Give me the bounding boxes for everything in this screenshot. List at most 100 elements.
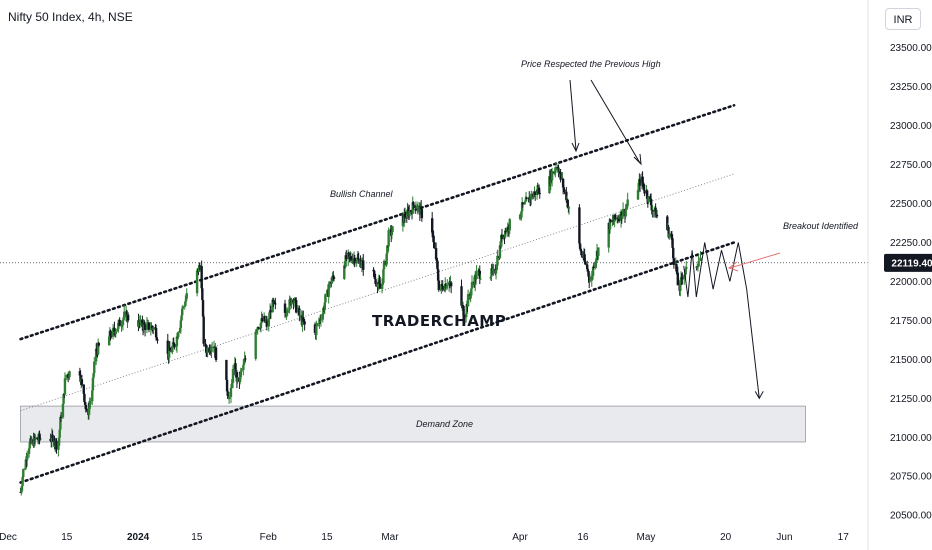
candle-body [38,433,41,439]
candle-body [118,319,121,326]
candle-body [672,247,675,259]
candle-body [436,269,440,281]
candle-body [208,347,211,353]
candle-body [68,371,71,378]
candle-body [235,372,239,382]
candle-body [255,329,259,331]
candle-body [154,328,158,338]
candle-body [87,407,91,415]
candle-body [650,205,653,211]
candle-body [654,207,657,218]
time-tick-label: May [636,532,655,543]
candle-body [642,182,645,186]
candle-body [184,301,187,306]
candle-body [242,364,245,371]
candle-body [269,310,272,313]
candle-body [116,328,119,332]
candle-body [142,322,145,330]
candle-body [431,218,434,233]
candle-body [19,491,22,493]
candle-body [609,219,612,223]
candle-body [53,445,57,447]
candle-body [145,323,149,330]
candle-body [625,207,628,210]
candle-body [149,328,153,330]
candle-body [83,393,86,403]
candle-body [185,293,188,299]
candle-body [697,261,700,267]
projection-group [683,242,764,400]
candle-body [139,319,142,324]
candle-body [403,213,407,218]
candle-body [475,271,478,279]
candle-body [410,211,413,213]
last-price-tag [884,253,932,272]
candle-body [288,299,291,310]
candle-body [624,209,627,217]
candle-body [180,308,184,316]
demand-zone-group [20,405,806,443]
candle-body [470,288,473,296]
candle-body [273,301,276,304]
candle-body [419,206,423,210]
candle-body [554,170,557,172]
candle-body [355,261,358,264]
candle-body [179,320,183,329]
candle-body [302,317,305,322]
candle-body [53,437,56,447]
candle-body [405,217,408,219]
candle-body [614,214,617,219]
candle-body [79,375,82,382]
candle-body [155,337,158,340]
candle-body [548,176,551,194]
candle-body [113,327,116,332]
candle-body [477,270,481,272]
candle-body [58,429,61,438]
time-axis[interactable]: Dec 15 2024 15 Feb 15 Mar Apr 16 May 20 Jun 17 [0,532,849,543]
candle-body [362,260,365,270]
candle-body [490,268,493,277]
candle-body [496,255,499,266]
candle-body [210,347,213,352]
candle-body [591,275,594,277]
candle-body [492,268,495,270]
candle-body [301,317,304,326]
candle-body [411,202,414,214]
candle-body [553,170,556,174]
candle-body [176,336,179,338]
previous-high-label: Price Respected the Previous High [521,59,661,69]
candle-body [256,327,259,330]
candle-body [699,257,702,262]
currency-button[interactable]: INR [885,8,921,30]
candle-body [390,232,394,236]
time-tick-label: 15 [61,532,73,543]
candle-body [231,382,234,385]
candle-body [296,309,300,313]
candle-body [535,189,539,195]
candle-body [243,358,246,363]
candle-body [495,265,498,271]
price-axis[interactable]: 20500.00 20750.00 21000.00 21250.00 21500.00… [867,0,932,550]
time-tick-label: 17 [838,532,850,543]
candle-body [85,408,88,410]
candles-group [19,161,702,496]
candle-body [198,265,201,267]
candle-body [240,370,243,372]
candle-body [107,336,111,346]
time-tick-label: Feb [260,532,278,543]
candle-body [586,269,590,272]
candle-body [498,245,502,258]
candle-body [373,271,376,278]
candle-body [346,252,350,260]
candle-body [39,438,42,440]
candle-body [620,211,623,219]
candle-body [583,254,586,262]
candle-body [672,258,676,266]
candle-body [57,437,61,446]
candle-body [532,194,536,198]
candle-body [554,167,558,171]
candle-body [591,266,595,276]
candle-body [111,328,115,337]
candle-body [294,300,298,313]
